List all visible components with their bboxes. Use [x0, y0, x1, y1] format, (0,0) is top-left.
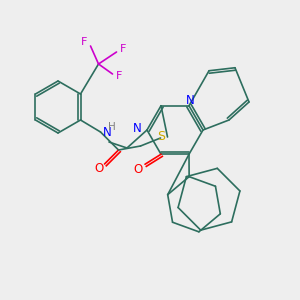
Text: H: H [108, 122, 116, 132]
Text: F: F [116, 71, 123, 81]
Text: F: F [81, 37, 88, 47]
Text: N: N [186, 94, 194, 107]
Text: O: O [134, 163, 142, 176]
Text: N: N [133, 122, 142, 136]
Text: S: S [158, 130, 166, 143]
Text: N: N [103, 127, 111, 140]
Text: O: O [94, 163, 103, 176]
Text: F: F [120, 44, 127, 54]
